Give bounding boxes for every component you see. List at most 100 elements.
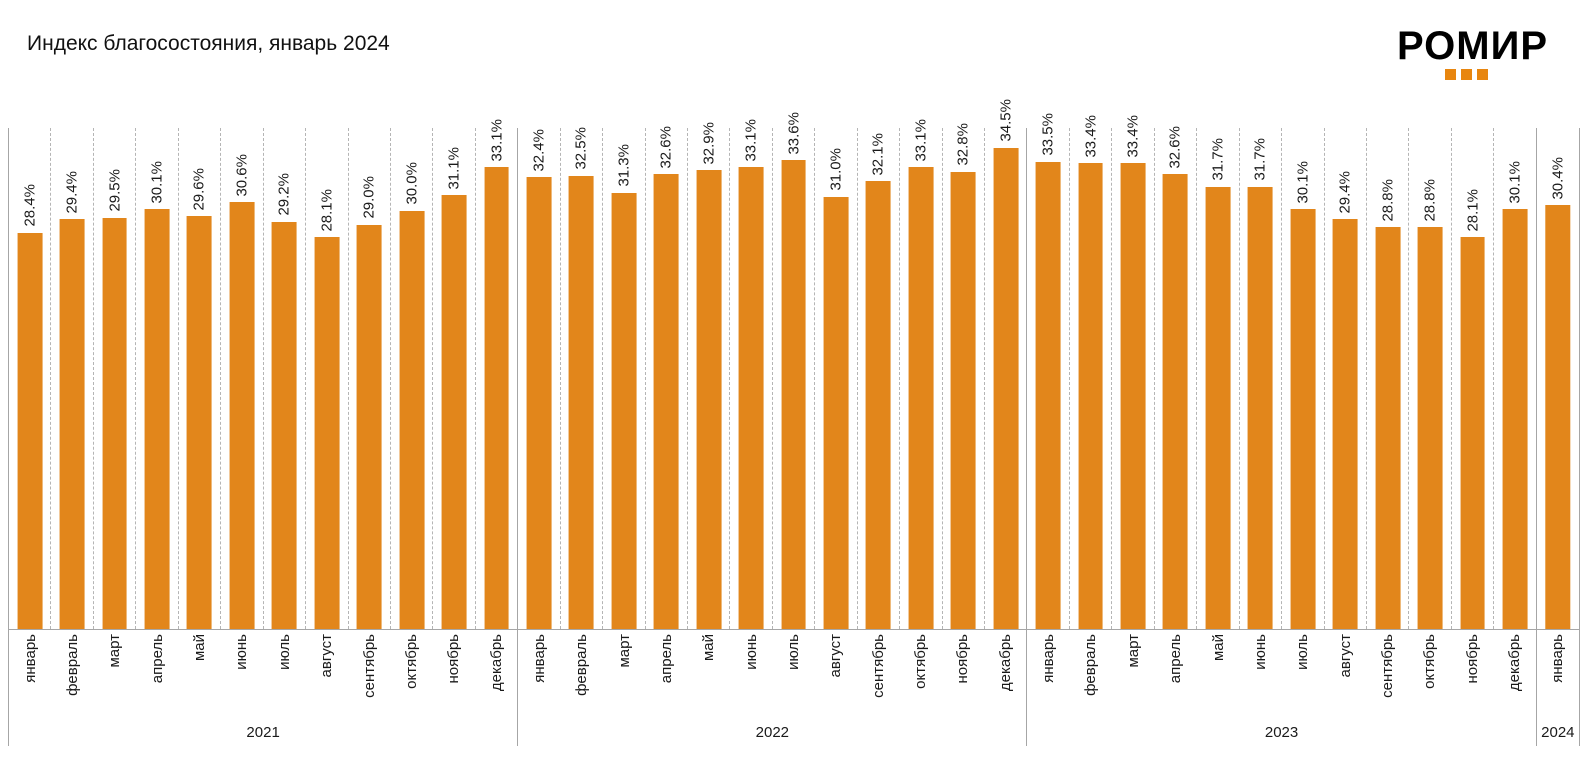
month-cell: октябрь: [390, 630, 432, 718]
bar: [696, 170, 722, 629]
month-label: июль: [275, 634, 293, 670]
month-cell: сентябрь: [857, 630, 899, 718]
bar-column: 28.1%: [305, 128, 347, 629]
month-label: апрель: [148, 634, 166, 684]
bar-column: 32.4%: [518, 128, 559, 629]
bar-column: 31.3%: [602, 128, 644, 629]
bar-value-label: 32.4%: [530, 128, 548, 172]
romir-logo-text: РОМИР: [1396, 24, 1548, 68]
month-label: январь: [1040, 634, 1058, 683]
bar: [59, 219, 85, 629]
month-label: февраль: [64, 634, 82, 696]
month-label: февраль: [573, 634, 591, 696]
plot-row: 32.4% 32.5% 31.3% 32.6% 32.9% 33.1% 33.6% 31.0%…: [518, 99, 1027, 630]
month-label: март: [106, 634, 124, 668]
bar: [1417, 227, 1443, 629]
month-cell: ноябрь: [942, 630, 984, 718]
month-label: сентябрь: [1378, 634, 1396, 698]
bar-column: 29.6%: [177, 128, 220, 629]
bar-value-label: 33.4%: [1124, 114, 1142, 158]
month-cell: февраль: [1070, 630, 1112, 718]
bar: [568, 175, 594, 629]
bar: [653, 174, 679, 629]
bar-column: 30.6%: [220, 128, 262, 629]
month-label: октябрь: [912, 634, 930, 689]
bar-column: 29.5%: [92, 128, 135, 629]
bar-column: 33.1%: [729, 119, 771, 629]
bar-value-label: 28.8%: [1421, 178, 1439, 222]
bar-value-label: 32.9%: [700, 121, 718, 165]
month-label: декабрь: [1506, 634, 1524, 692]
bar: [1163, 174, 1188, 629]
month-cell: ноябрь: [433, 630, 475, 718]
month-cell: январь: [1027, 630, 1069, 718]
bar: [993, 147, 1019, 629]
month-label: июль: [1294, 634, 1312, 670]
bar: [356, 224, 382, 629]
bar: [144, 209, 170, 629]
bar: [950, 171, 976, 629]
bar-value-label: 33.1%: [912, 118, 930, 162]
bar: [526, 177, 552, 629]
month-label: ноябрь: [445, 634, 463, 684]
month-label: октябрь: [1421, 634, 1439, 689]
month-row: январь: [1537, 630, 1579, 718]
month-cell: февраль: [51, 630, 93, 718]
month-cell: май: [178, 630, 220, 718]
bar-value-label: 31.7%: [1251, 138, 1269, 181]
month-label: ноябрь: [1463, 634, 1481, 684]
bar: [866, 181, 891, 629]
month-label: апрель: [1167, 634, 1185, 684]
bar-column: 29.4%: [1323, 128, 1366, 629]
header: Индекс благосостояния, январь 2024 РОМИР: [0, 0, 1588, 92]
bar-value-label: 31.3%: [615, 144, 633, 187]
year-label: 2023: [1264, 723, 1299, 741]
month-cell: сентябрь: [348, 630, 390, 718]
bar-value-label: 33.4%: [1082, 114, 1100, 158]
month-cell: март: [1112, 630, 1154, 718]
bar-column: 33.4%: [1068, 115, 1111, 629]
bar-value-label: 30.0%: [403, 162, 421, 205]
month-cell: июнь: [730, 630, 772, 718]
month-cell: февраль: [561, 630, 603, 718]
month-label: январь: [21, 634, 39, 683]
month-cell: март: [603, 630, 645, 718]
bar: [781, 160, 806, 629]
month-label: июнь: [1251, 634, 1269, 670]
bar-column: 30.4%: [1537, 128, 1579, 629]
bar-value-label: 34.5%: [997, 99, 1015, 142]
month-label: апрель: [657, 634, 675, 684]
bar-value-label: 29.6%: [190, 167, 208, 211]
month-row: январь февраль март апрель май июнь июль август…: [1027, 630, 1535, 718]
month-label: сентябрь: [360, 634, 378, 698]
chart-title: Индекс благосостояния, январь 2024: [27, 32, 390, 55]
bar-column: 33.1%: [899, 119, 941, 629]
bar-value-label: 33.5%: [1039, 113, 1057, 156]
bar-column: 34.5%: [984, 99, 1026, 629]
bar: [484, 167, 509, 629]
bar-value-label: 29.4%: [63, 170, 81, 214]
bar-value-label: 30.1%: [1294, 160, 1312, 204]
bar-column: 33.5%: [1027, 113, 1068, 629]
bar: [314, 237, 340, 629]
month-label: май: [700, 634, 718, 662]
month-label: декабрь: [487, 634, 505, 692]
bar-value-label: 31.7%: [1209, 138, 1227, 181]
bar-value-label: 28.4%: [21, 184, 39, 227]
bar-value-label: 30.1%: [1506, 160, 1524, 204]
month-label: август: [1336, 634, 1354, 678]
romir-logo: РОМИР: [1397, 26, 1548, 80]
bar-value-label: 29.0%: [360, 176, 378, 219]
month-label: июль: [785, 634, 803, 670]
bar-column: 28.1%: [1450, 128, 1493, 629]
month-row: январь февраль март апрель май июнь июль август…: [9, 630, 517, 718]
month-label: август: [827, 634, 845, 678]
bar: [1120, 163, 1146, 629]
month-label: февраль: [1082, 634, 1100, 696]
month-label: май: [1209, 634, 1227, 662]
bar: [1247, 186, 1273, 629]
month-cell: май: [688, 630, 730, 718]
month-cell: июль: [263, 630, 305, 718]
bar-column: 32.5%: [559, 127, 602, 629]
month-label: июнь: [742, 634, 760, 670]
